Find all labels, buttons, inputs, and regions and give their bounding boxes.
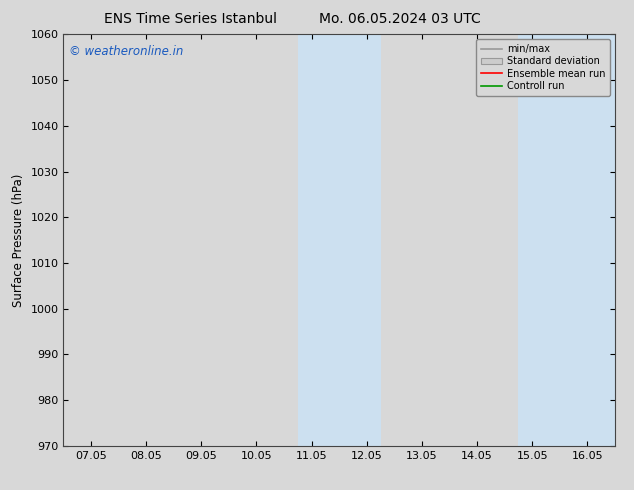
Bar <box>298 34 380 446</box>
Legend: min/max, Standard deviation, Ensemble mean run, Controll run: min/max, Standard deviation, Ensemble me… <box>476 39 610 96</box>
Text: ENS Time Series Istanbul: ENS Time Series Istanbul <box>104 12 276 26</box>
Text: Mo. 06.05.2024 03 UTC: Mo. 06.05.2024 03 UTC <box>318 12 481 26</box>
Y-axis label: Surface Pressure (hPa): Surface Pressure (hPa) <box>12 173 25 307</box>
Text: © weatheronline.in: © weatheronline.in <box>69 45 183 58</box>
Bar <box>519 34 615 446</box>
